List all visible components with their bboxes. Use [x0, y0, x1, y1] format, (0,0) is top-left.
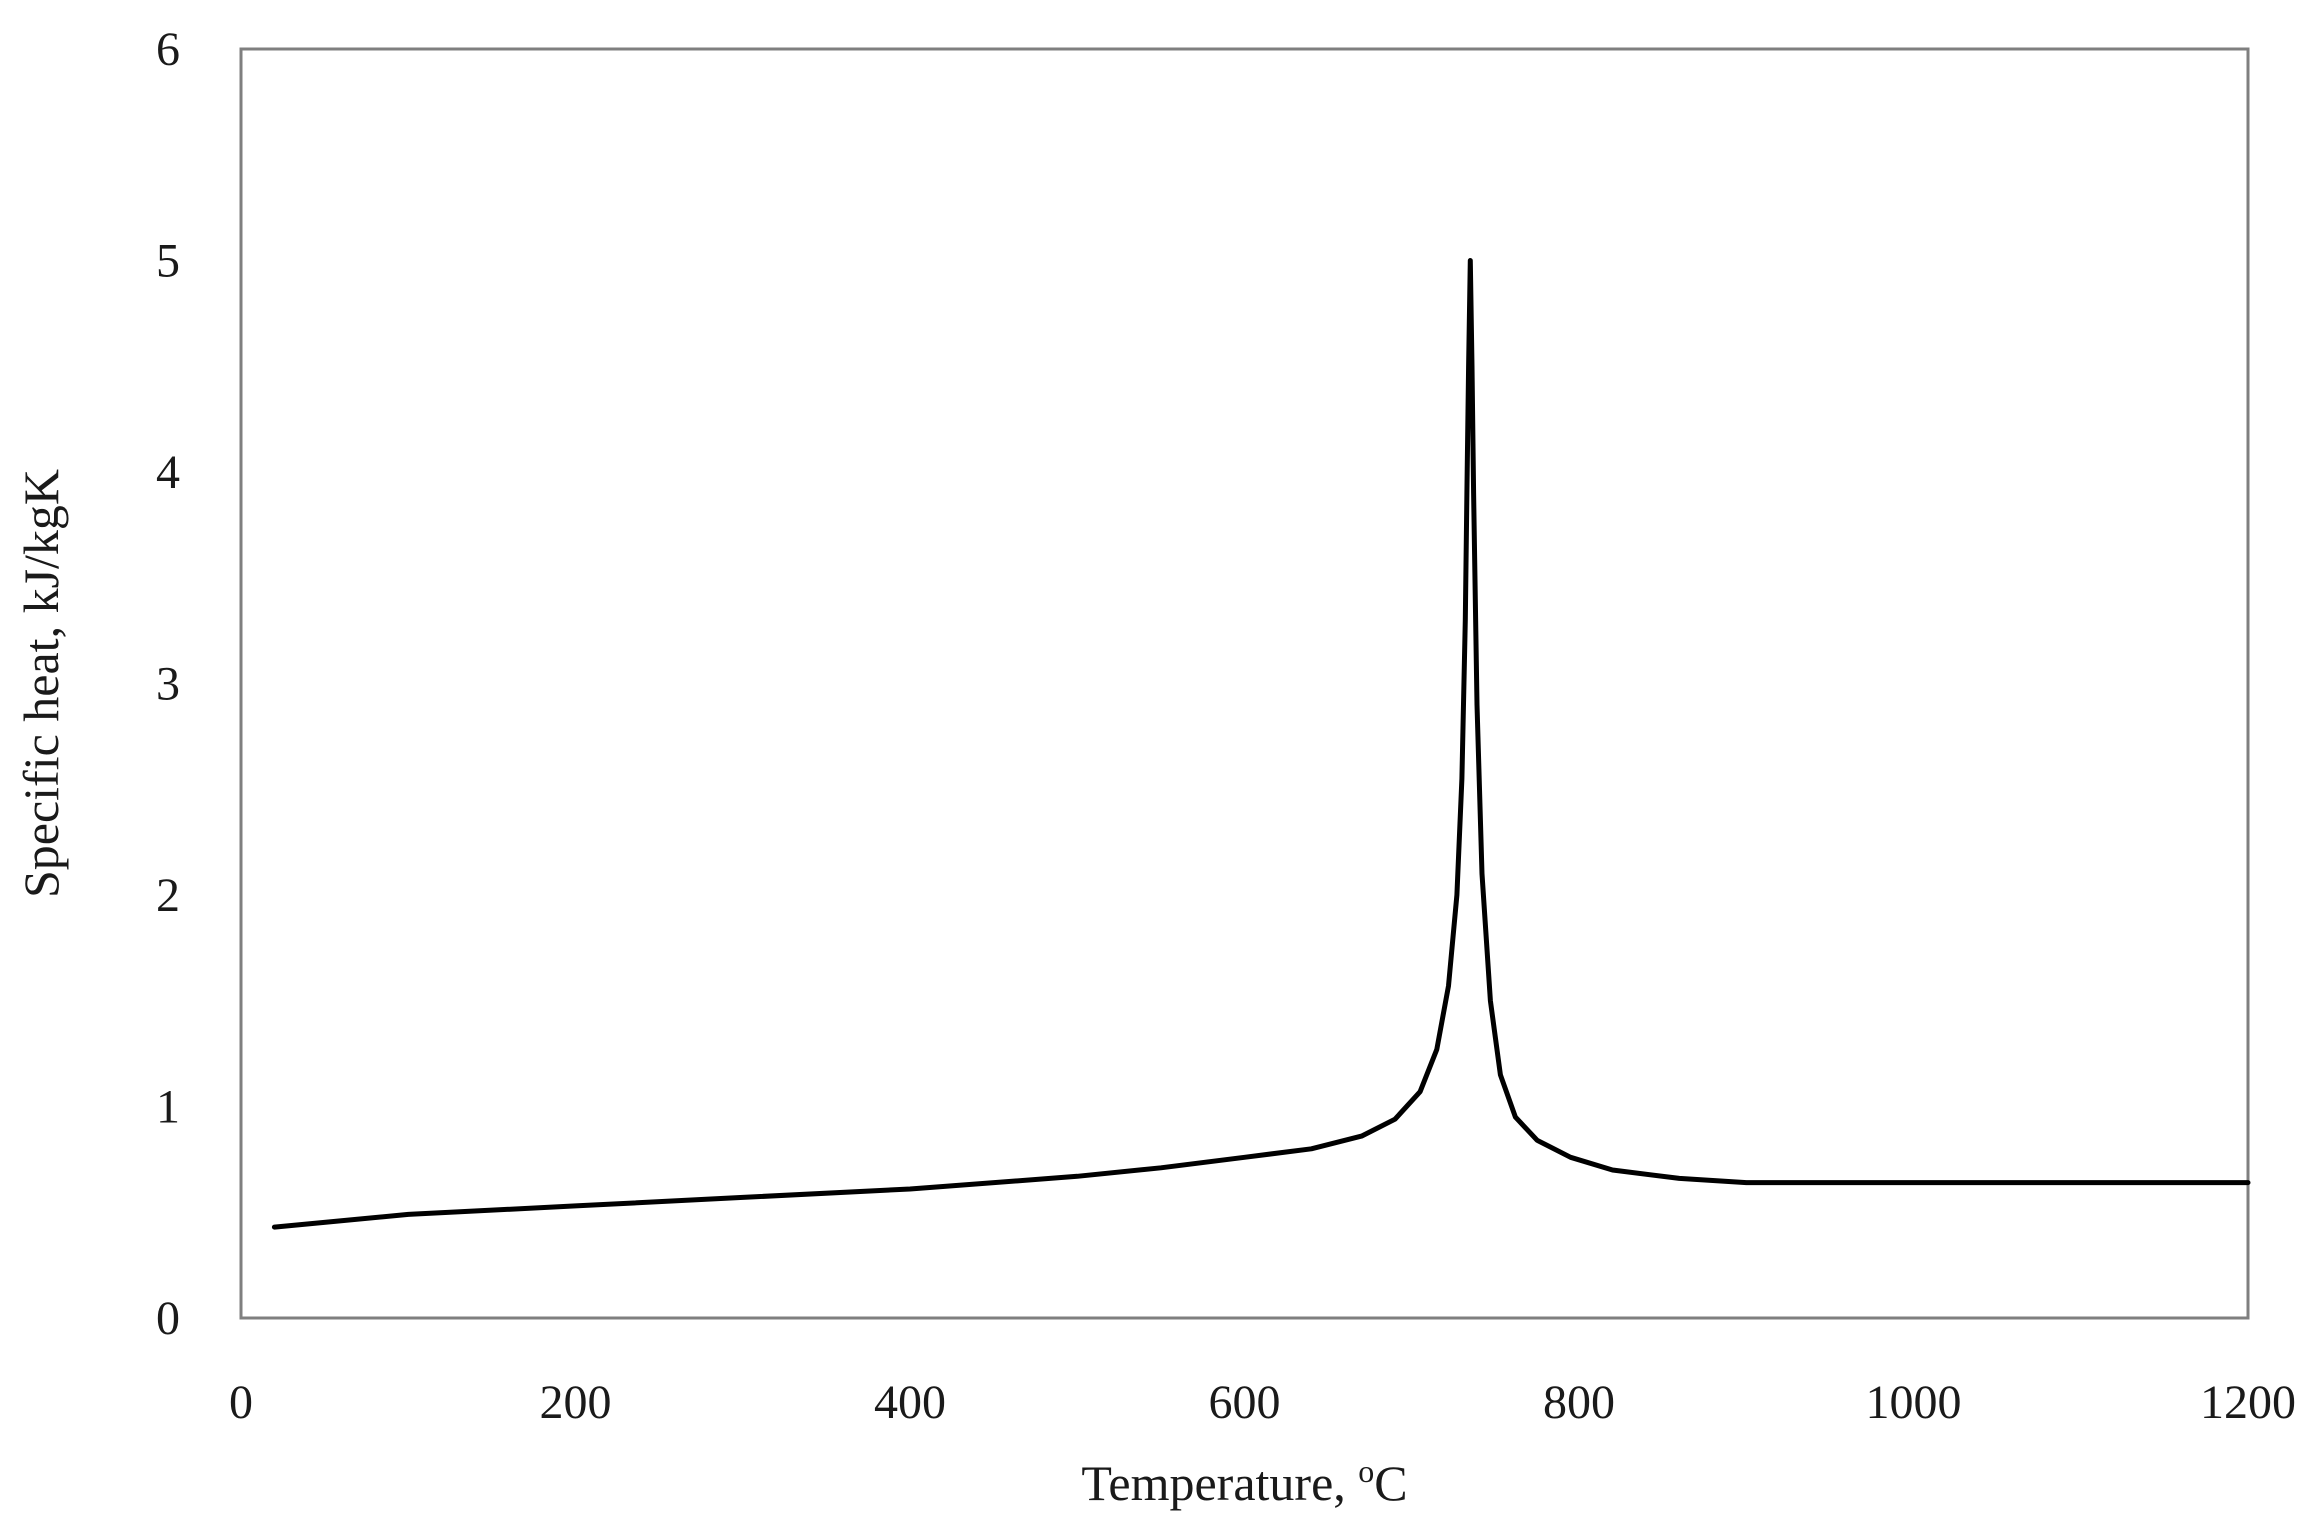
x-tick-label: 400 — [874, 1376, 946, 1429]
x-tick-label: 200 — [540, 1376, 612, 1429]
x-tick-labels: 0 200 400 600 800 1000 1200 — [229, 1376, 2296, 1429]
y-tick-label: 0 — [156, 1292, 180, 1345]
plot-area-frame — [239, 47, 2250, 1320]
y-axis-title: Specific heat, kJ/kgK — [13, 469, 69, 898]
x-tick-label: 1000 — [1866, 1376, 1962, 1429]
x-tick-label: 1200 — [2200, 1376, 2296, 1429]
x-axis-title-text: Temperature, — [1081, 1455, 1358, 1511]
x-tick-label: 0 — [229, 1376, 253, 1429]
y-tick-label: 4 — [156, 446, 180, 499]
y-tick-label: 6 — [156, 23, 180, 76]
y-tick-labels: 0 1 2 3 4 5 6 — [156, 23, 180, 1345]
y-tick-label: 3 — [156, 658, 180, 711]
y-tick-label: 2 — [156, 869, 180, 922]
x-axis-degree-superscript: o — [1358, 1453, 1374, 1489]
x-axis-title: Temperature, oC — [1081, 1453, 1407, 1511]
y-tick-label: 1 — [156, 1081, 180, 1134]
specific-heat-series-line — [271, 258, 2251, 1230]
x-tick-label: 800 — [1543, 1376, 1615, 1429]
y-tick-label: 5 — [156, 235, 180, 288]
x-axis-unit: C — [1374, 1455, 1407, 1511]
x-tick-label: 600 — [1209, 1376, 1281, 1429]
